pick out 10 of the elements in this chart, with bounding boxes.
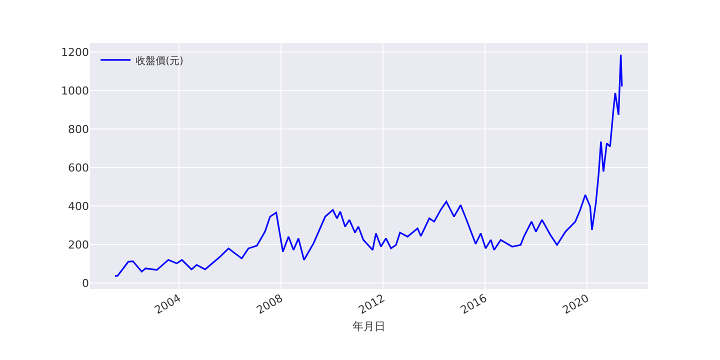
y-tick-label: 800 (68, 122, 89, 136)
line-series (114, 54, 623, 277)
y-tick-label: 1200 (61, 46, 89, 59)
y-tick-label: 400 (68, 200, 89, 213)
y-tick-label: 0 (82, 276, 89, 290)
x-axis-title: 年月日 (352, 320, 386, 334)
legend-label: 收盤價(元) (136, 54, 184, 67)
y-tick-label: 1000 (61, 84, 89, 98)
y-tick-label: 200 (68, 238, 89, 252)
y-tick-label: 600 (68, 161, 89, 174)
